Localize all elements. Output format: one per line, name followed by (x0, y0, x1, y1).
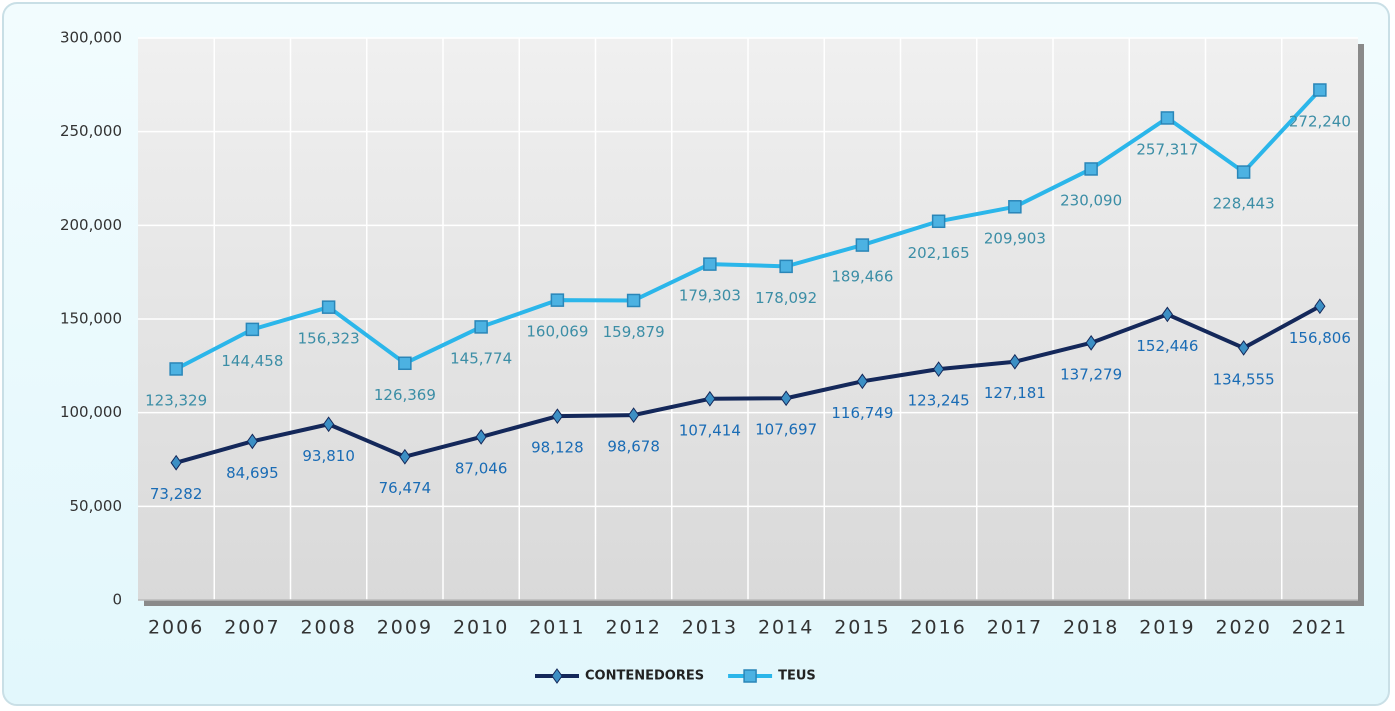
marker (1160, 111, 1175, 125)
marker (1236, 165, 1251, 179)
x-tick-label: 2011 (529, 617, 585, 639)
value-label: 123,329 (145, 391, 207, 409)
value-label: 93,810 (302, 447, 355, 465)
value-label: 107,697 (755, 421, 817, 439)
marker (1009, 353, 1021, 370)
marker (1085, 334, 1097, 351)
value-label: 137,279 (1060, 365, 1122, 383)
marker (933, 361, 945, 377)
marker (703, 257, 717, 271)
value-label: 156,806 (1289, 329, 1351, 347)
x-tick-label: 2015 (834, 617, 890, 639)
x-tick-label: 2012 (605, 617, 661, 639)
value-label: 84,695 (226, 464, 279, 482)
marker (321, 300, 336, 314)
value-label: 228,443 (1213, 195, 1275, 213)
y-tick-label: 150,000 (60, 310, 122, 328)
marker (931, 214, 946, 229)
value-label: 159,879 (603, 323, 665, 341)
value-label: 160,069 (526, 323, 588, 341)
marker (399, 448, 411, 465)
marker (246, 433, 258, 450)
value-label: 179,303 (679, 287, 741, 305)
marker (704, 390, 716, 407)
marker (550, 293, 565, 307)
value-label: 156,323 (298, 330, 360, 348)
value-label: 189,466 (831, 268, 893, 286)
x-tick-label: 2009 (377, 617, 433, 639)
x-tick-label: 2014 (758, 617, 814, 639)
legend-label: CONTENEDORES (585, 669, 704, 684)
value-label: 257,317 (1136, 140, 1198, 158)
marker (856, 373, 868, 390)
marker (1008, 200, 1022, 214)
value-label: 116,749 (831, 404, 893, 422)
y-tick-label: 300,000 (60, 29, 122, 47)
y-tick-label: 0 (112, 591, 122, 609)
x-tick-label: 2007 (224, 617, 280, 639)
marker (628, 407, 640, 424)
y-tick-label: 250,000 (60, 122, 122, 140)
x-tick-label: 2013 (682, 617, 738, 639)
value-label: 144,458 (221, 352, 283, 370)
x-tick-label: 2010 (453, 617, 509, 639)
marker (1313, 83, 1327, 97)
legend-label: TEUS (778, 669, 816, 684)
marker (170, 454, 182, 471)
value-label: 87,046 (455, 459, 508, 477)
marker (1238, 340, 1250, 356)
value-label: 134,555 (1213, 370, 1275, 388)
marker (626, 293, 641, 308)
series-line (175, 88, 1322, 371)
series-line (175, 304, 1321, 465)
value-label: 126,369 (374, 386, 436, 404)
value-label: 98,128 (531, 439, 584, 457)
value-label: 272,240 (1289, 113, 1351, 131)
y-tick-label: 50,000 (70, 497, 123, 515)
x-tick-label: 2020 (1215, 617, 1271, 639)
marker (779, 259, 793, 274)
value-label: 76,474 (379, 479, 432, 497)
x-tick-label: 2016 (910, 617, 966, 639)
marker (855, 238, 870, 252)
value-label: 73,282 (150, 485, 203, 503)
x-tick-label: 2018 (1063, 617, 1119, 639)
marker (551, 408, 563, 425)
marker (169, 362, 183, 376)
value-label: 178,092 (755, 289, 817, 307)
x-tick-label: 2006 (148, 617, 204, 639)
value-label: 98,678 (607, 438, 660, 456)
marker (1314, 298, 1326, 315)
value-label: 123,245 (908, 392, 970, 410)
x-tick-label: 2017 (987, 617, 1043, 639)
marker (474, 320, 488, 334)
marker (398, 356, 412, 371)
value-label: 152,446 (1136, 337, 1198, 355)
legend-marker (743, 669, 757, 683)
x-tick-label: 2019 (1139, 617, 1195, 639)
value-label: 209,903 (984, 229, 1046, 247)
value-label: 230,090 (1060, 191, 1122, 209)
marker (780, 390, 792, 407)
marker (1161, 306, 1173, 323)
marker (323, 416, 335, 433)
value-label: 202,165 (908, 244, 970, 262)
y-tick-label: 200,000 (60, 216, 122, 234)
marker (245, 322, 260, 337)
value-label: 127,181 (984, 384, 1046, 402)
marker (1084, 162, 1098, 176)
y-tick-label: 100,000 (60, 403, 122, 421)
value-label: 145,774 (450, 349, 512, 367)
legend-marker (551, 668, 563, 684)
marker (475, 429, 487, 445)
value-label: 107,414 (679, 421, 741, 439)
x-tick-label: 2008 (300, 617, 356, 639)
x-tick-label: 2021 (1292, 617, 1348, 639)
